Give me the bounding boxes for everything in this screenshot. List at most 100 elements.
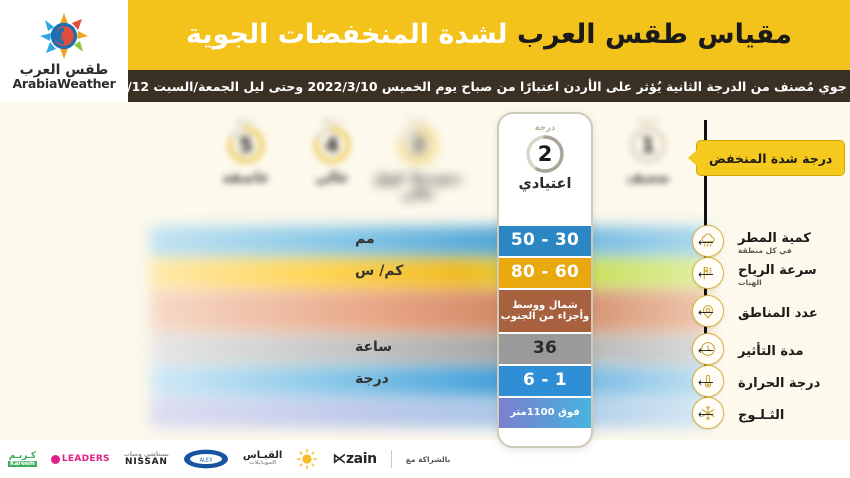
svg-text:ALEX: ALEX (199, 457, 212, 463)
scale-board: درجة 5 عاصفة درجة 4 عالي درجة 3 متوسط فوق عالي در… (0, 102, 850, 440)
band-snow (150, 398, 710, 428)
sponsor-sun-logo (296, 446, 318, 472)
legend-title: مدة التأثير (738, 343, 804, 359)
legend-title: سرعة الرياح (738, 262, 817, 278)
sponsor-alqabas: القبـاس الموبايلات (242, 450, 283, 467)
arrow-left-icon: ⟵ (698, 376, 714, 389)
legend-title: الثـلـوج (738, 407, 785, 423)
partner-label: بالشراكة مع (405, 454, 451, 464)
sponsor-zain: ⋉zain (332, 451, 377, 467)
header: طقس العرب ArabiaWeather مقياس طقس العرب … (0, 0, 850, 102)
level-caption: درجة (638, 116, 658, 125)
legend-item-wind[interactable]: ⟵ سرعة الرياح الهبات (692, 256, 850, 290)
arrow-left-icon: ⟵ (698, 306, 714, 319)
legend-text: سرعة الرياح الهبات (724, 259, 844, 287)
band-temperature (150, 366, 710, 396)
unit-temperature: درجة (355, 371, 389, 387)
value-rain: 30 - 50 (499, 226, 591, 256)
value-duration: 36 (499, 334, 591, 364)
legend-item-snow[interactable]: ⟵ الثـلـوج (692, 396, 850, 430)
spiral-sun-icon (38, 12, 90, 60)
severity-levels: درجة 5 عاصفة درجة 4 عالي درجة 3 متوسط فوق عالي در… (0, 102, 850, 212)
unit-labels: مم كم/ س ساعة درجة (0, 102, 850, 440)
sponsor-leaders: LEADERS (50, 446, 110, 472)
brand-logo: طقس العرب ArabiaWeather (0, 0, 128, 102)
arrow-left-icon: ⟵ (698, 268, 714, 281)
legend-text: كمية المطر في كل منطقة (724, 227, 844, 255)
level-name: ضعيف (626, 170, 670, 186)
value-wind: 60 - 80 (499, 258, 591, 288)
legend-subtitle: الهبات (738, 277, 762, 287)
band-rain (150, 226, 710, 256)
value-temperature: 1 - 6 (499, 366, 591, 396)
arrow-left-icon: ⟵ (698, 344, 714, 357)
level-name: متوسط فوق عالي (374, 170, 462, 202)
level-ring: 3 (370, 126, 466, 164)
legend-text: درجة الحرارة (724, 372, 844, 391)
selected-level-ring: 2 (525, 134, 565, 174)
level-name: عالي (314, 170, 350, 186)
page-subtitle: مُنخفض جوي مُصنف من الدرجة الثانية يُؤثر… (79, 78, 850, 94)
band-wind (150, 258, 710, 288)
page-title-part2: لشدة المنخفضات الجوية (186, 18, 508, 50)
value-text: 60 - 80 (510, 262, 580, 283)
wind-flag-icon (692, 257, 724, 289)
thermometer-icon (692, 365, 724, 397)
legend-item-regions[interactable]: ⟵ عدد المناطق (692, 294, 850, 328)
selected-level-caption: درجة (534, 123, 556, 133)
legend-title: كمية المطر (738, 230, 811, 246)
legend-item-duration[interactable]: ⟵ مدة التأثير (692, 332, 850, 366)
clock-icon (692, 333, 724, 365)
legend-item-temperature[interactable]: ⟵ درجة الحرارة (692, 364, 850, 398)
brand-name-ar: طقس العرب (19, 61, 109, 78)
legend-text: عدد المناطق (724, 302, 844, 321)
arrow-left-icon: ⟵ (698, 408, 714, 421)
level-ring: 4 (284, 126, 380, 164)
level-4[interactable]: درجة 4 عالي (284, 116, 380, 186)
sponsor-blue-oval: ALEX (183, 446, 229, 472)
sponsor-nissan: بستاشي وساب NISSAN (123, 450, 169, 467)
unit-duration: ساعة (355, 339, 393, 355)
rain-cloud-icon (692, 225, 724, 257)
level-name: عاصفة (222, 170, 270, 186)
legend-item-rain[interactable]: ⟵ كمية المطر في كل منطقة (692, 224, 850, 258)
level-caption: درجة (236, 116, 256, 125)
page-title-part1: مقياس طقس العرب (507, 18, 792, 50)
level-ring: 5 (198, 126, 294, 164)
value-text: فوق 1100متر (510, 407, 580, 419)
selected-level-name: اعتيادي (518, 176, 572, 192)
value-text: 36 (532, 338, 558, 359)
severity-callout-label: درجة شدة المنخفض (709, 150, 833, 166)
legend-subtitle: في كل منطقة (738, 245, 792, 255)
value-text: شمال ووسط وأجزاء من الجنوب (500, 299, 590, 323)
map-pin-icon (692, 295, 724, 327)
background-color-bands (150, 102, 710, 440)
value-text: 1 - 6 (522, 370, 568, 391)
value-regions: شمال ووسط وأجزاء من الجنوب (499, 290, 591, 332)
legend-column: ⟵ كمية المطر في كل منطقة ⟵ سرعة الرياح الهبات… (690, 102, 850, 440)
value-text: 30 - 50 (510, 230, 580, 251)
brand-name-en: ArabiaWeather (12, 75, 116, 91)
legend-text: مدة التأثير (724, 340, 844, 359)
subtitle-bar: مُنخفض جوي مُصنف من الدرجة الثانية يُؤثر… (79, 70, 850, 102)
unit-wind: كم/ س (355, 263, 404, 279)
level-3[interactable]: درجة 3 متوسط فوق عالي (370, 116, 466, 202)
level-caption: درجة (408, 116, 428, 125)
value-snow: فوق 1100متر (499, 398, 591, 428)
selected-level-number: 2 (537, 142, 553, 166)
footer-divider (390, 450, 392, 468)
selected-level-card[interactable]: درجة 2 اعتيادي 30 - 50 60 - 80 شمال ووسط و… (497, 112, 593, 448)
title-bar: مقياس طقس العرب لشدة المنخفضات الجوية (128, 0, 850, 70)
level-ring: 1 (600, 126, 696, 164)
selected-level-header: درجة 2 اعتيادي (499, 114, 591, 200)
band-regions (150, 290, 710, 332)
band-duration (150, 334, 710, 364)
level-caption: درجة (322, 116, 342, 125)
level-5[interactable]: درجة 5 عاصفة (198, 116, 294, 186)
snowflake-icon (692, 397, 724, 429)
level-1[interactable]: درجة 1 ضعيف (600, 116, 696, 186)
unit-rain: مم (355, 231, 375, 247)
arrow-left-icon: ⟵ (698, 236, 714, 249)
legend-title: درجة الحرارة (738, 375, 821, 391)
